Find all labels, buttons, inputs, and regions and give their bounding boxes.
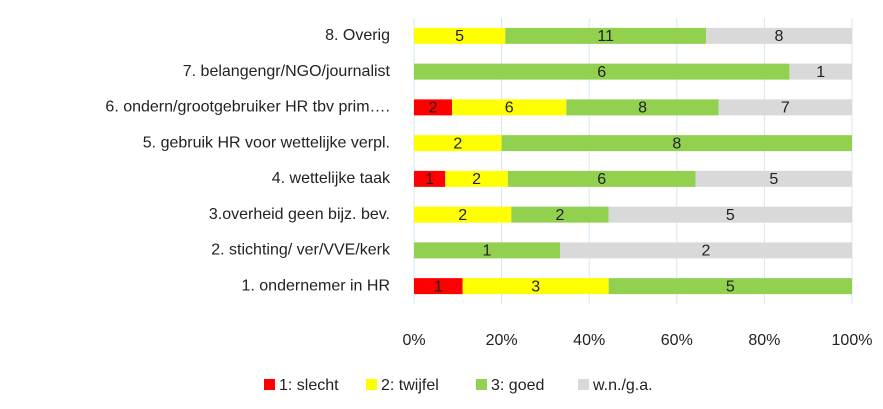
x-tick-label: 60% [661, 332, 693, 349]
data-label: 1 [425, 171, 434, 188]
bar-segment [608, 278, 852, 295]
bar-segment [695, 170, 852, 187]
data-label: 7 [781, 100, 790, 117]
bar-segment [718, 99, 852, 116]
legend-label: 2: twijfel [381, 377, 439, 394]
data-label: 2 [453, 135, 462, 152]
legend-swatch [264, 379, 275, 390]
data-label: 2 [429, 100, 438, 117]
data-label: 8 [638, 100, 647, 117]
data-label: 2 [556, 207, 565, 224]
x-tick-label: 100% [832, 332, 873, 349]
y-tick-label: 1. ondernemer in HR [241, 277, 390, 294]
bar-segment [511, 206, 609, 223]
bar-segment [414, 170, 446, 187]
legend-label: 3: goed [491, 377, 544, 394]
data-label: 8 [775, 28, 784, 45]
data-label: 3 [531, 278, 540, 295]
x-tick-label: 80% [748, 332, 780, 349]
bar-segment [608, 206, 852, 223]
bar-segment [414, 135, 502, 152]
x-tick-label: 20% [486, 332, 518, 349]
bar-segment [414, 99, 453, 116]
bar-segment [452, 99, 567, 116]
bar-segment [414, 206, 512, 223]
data-label: 5 [726, 278, 735, 295]
data-label: 2 [702, 243, 711, 260]
data-label: 6 [597, 64, 606, 81]
bar-segment [445, 170, 508, 187]
bar-segment [462, 278, 609, 295]
bar-segment [505, 27, 706, 44]
bar-segment [414, 278, 463, 295]
data-label: 5 [769, 171, 778, 188]
x-tick-label: 40% [573, 332, 605, 349]
data-label: 8 [672, 135, 681, 152]
y-tick-label: 7. belangengr/NGO/journalist [183, 63, 391, 80]
y-tick-label: 4. wettelijke taak [272, 170, 391, 187]
y-tick-label: 5. gebruik HR voor wettelijke verpl. [143, 134, 390, 151]
data-label: 5 [455, 28, 464, 45]
data-label: 5 [726, 207, 735, 224]
bar-segment [501, 135, 852, 152]
data-label: 6 [597, 171, 606, 188]
legend-swatch [578, 379, 589, 390]
legend-label: 1: slecht [279, 377, 339, 394]
legend-swatch [366, 379, 377, 390]
y-tick-label: 8. Overig [325, 27, 390, 44]
bar-segment [789, 63, 852, 80]
data-label: 1 [434, 278, 443, 295]
data-label: 2 [458, 207, 467, 224]
bar-segment [414, 63, 790, 80]
legend-label: w.n./g.a. [592, 377, 653, 394]
bar-segment [706, 27, 852, 44]
legend-swatch [476, 379, 487, 390]
data-label: 2 [472, 171, 481, 188]
x-tick-label: 0% [402, 332, 425, 349]
bar-segment [566, 99, 719, 116]
data-label: 11 [597, 28, 614, 45]
y-tick-label: 3.overheid geen bijz. bev. [209, 206, 390, 223]
bar-segment [414, 27, 506, 44]
data-label: 1 [483, 243, 492, 260]
y-tick-label: 2. stichting/ ver/VVE/kerk [211, 242, 391, 259]
bar-segment [560, 242, 852, 259]
bar-segment [507, 170, 696, 187]
y-tick-label: 6. ondern/grootgebruiker HR tbv prim…. [105, 99, 390, 116]
data-label: 6 [505, 100, 514, 117]
data-label: 1 [816, 64, 825, 81]
bar-segment [414, 242, 560, 259]
